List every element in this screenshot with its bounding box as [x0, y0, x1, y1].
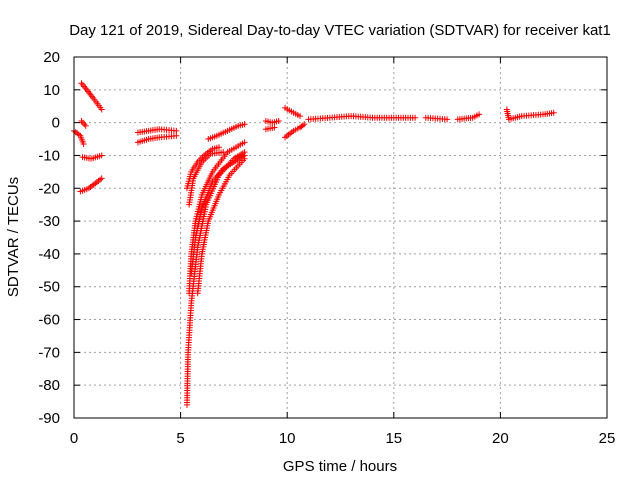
data-point — [241, 139, 248, 146]
data-point — [215, 144, 222, 151]
y-tick-label: 20 — [43, 49, 60, 66]
y-tick-label: -20 — [38, 180, 60, 197]
data-point — [271, 124, 278, 131]
y-tick-label: -80 — [38, 377, 60, 394]
data-point — [220, 149, 227, 156]
data-point — [275, 117, 282, 124]
y-tick-label: -40 — [38, 246, 60, 263]
y-axis-label: SDTVAR / TECUs — [5, 177, 22, 297]
data-point — [301, 121, 308, 128]
axis-ticks: 0 5 10 15 20 25 20 10 0 -10 -20 -30 -40 -50 -60 -70 -80 -… — [38, 49, 615, 447]
y-tick-label: -50 — [38, 279, 60, 296]
y-tick-label: 10 — [43, 82, 60, 99]
x-axis-label: GPS time / hours — [283, 458, 397, 475]
x-tick-label: 5 — [176, 430, 184, 447]
data-point — [444, 116, 451, 123]
x-tick-label: 15 — [385, 430, 402, 447]
data-point — [299, 122, 306, 129]
plot-frame — [73, 56, 608, 419]
grid-lines — [74, 57, 607, 418]
chart-title: Day 121 of 2019, Sidereal Day-to-day VTE… — [69, 22, 611, 39]
data-point — [98, 106, 105, 113]
x-tick-label: 25 — [599, 430, 616, 447]
data-point — [550, 109, 557, 116]
data-point — [82, 122, 89, 129]
y-tick-label: -30 — [38, 213, 60, 230]
data-points — [71, 80, 557, 408]
data-point — [412, 114, 419, 121]
x-tick-label: 20 — [492, 430, 509, 447]
data-point — [98, 152, 105, 159]
x-tick-label: 0 — [70, 430, 78, 447]
data-point — [296, 113, 303, 120]
data-point — [173, 132, 180, 139]
y-tick-label: 0 — [52, 115, 60, 132]
data-point — [241, 121, 248, 128]
data-point — [476, 111, 483, 118]
y-tick-label: -90 — [38, 410, 60, 427]
y-tick-label: -10 — [38, 147, 60, 164]
data-point — [80, 140, 87, 147]
y-tick-label: -70 — [38, 344, 60, 361]
y-tick-label: -60 — [38, 312, 60, 329]
data-point — [98, 175, 105, 182]
x-tick-label: 10 — [279, 430, 296, 447]
data-point — [241, 155, 248, 162]
